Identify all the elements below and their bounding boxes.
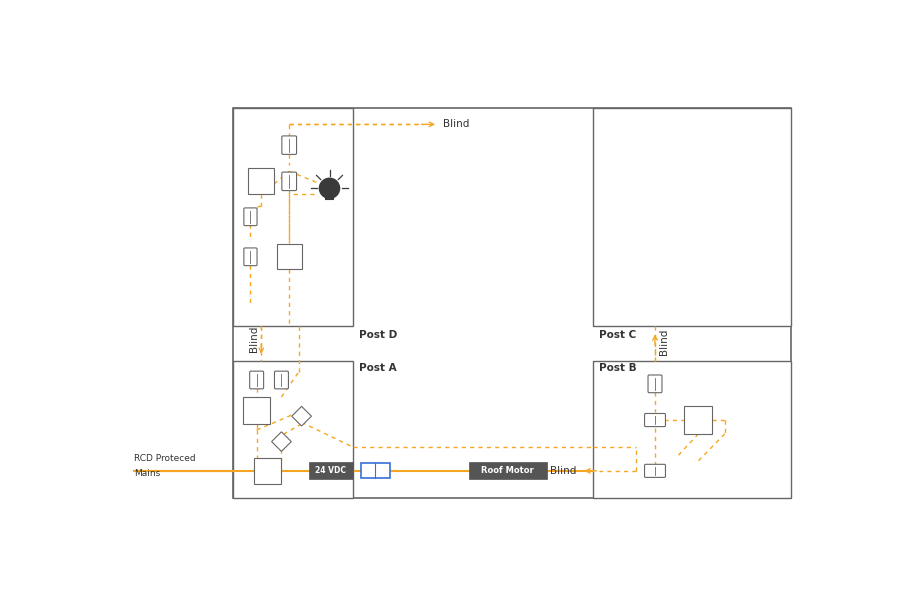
Bar — [272, 432, 292, 451]
FancyBboxPatch shape — [282, 172, 297, 191]
Text: Post D: Post D — [359, 330, 397, 340]
Text: Blind: Blind — [444, 119, 470, 130]
FancyBboxPatch shape — [648, 375, 662, 393]
Bar — [292, 406, 311, 426]
FancyBboxPatch shape — [249, 371, 264, 389]
FancyBboxPatch shape — [244, 248, 257, 266]
Bar — [361, 463, 390, 478]
Text: Blind: Blind — [550, 466, 576, 476]
Bar — [243, 397, 270, 424]
Bar — [255, 458, 281, 484]
FancyBboxPatch shape — [274, 371, 288, 389]
Bar — [593, 108, 790, 326]
Bar — [593, 361, 790, 498]
Text: Mains: Mains — [134, 469, 160, 478]
Bar — [232, 108, 353, 326]
Bar — [277, 244, 302, 269]
Circle shape — [320, 178, 339, 198]
Text: Blind: Blind — [249, 326, 259, 352]
Text: Blind: Blind — [660, 328, 670, 355]
FancyBboxPatch shape — [282, 136, 297, 154]
FancyBboxPatch shape — [244, 208, 257, 226]
Text: Post C: Post C — [599, 330, 636, 340]
FancyBboxPatch shape — [644, 464, 665, 478]
Text: Roof Motor: Roof Motor — [482, 466, 534, 475]
Bar — [309, 461, 353, 479]
Text: 24 VDC: 24 VDC — [315, 466, 346, 475]
Bar — [232, 361, 353, 498]
Bar — [248, 168, 274, 194]
Text: Post B: Post B — [599, 363, 637, 373]
Bar — [685, 406, 713, 434]
FancyBboxPatch shape — [644, 413, 665, 427]
Text: RCD Proteced: RCD Proteced — [134, 454, 196, 463]
Text: Post A: Post A — [359, 363, 397, 373]
Bar — [469, 461, 546, 479]
Bar — [232, 108, 790, 498]
